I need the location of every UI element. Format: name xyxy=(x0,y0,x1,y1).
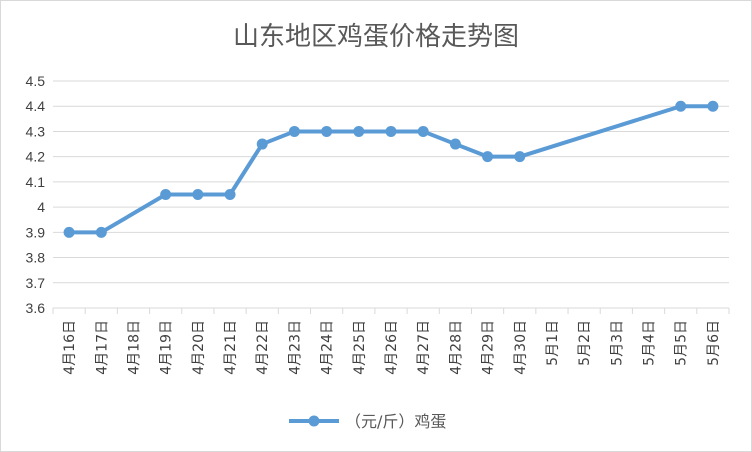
y-axis-ticks: 3.6 3.7 3.8 3.9 4 4.1 4.2 4.3 4.4 4.5 xyxy=(26,73,46,316)
data-point xyxy=(256,138,268,150)
data-point xyxy=(224,189,236,200)
x-tick-label: 4月24日 xyxy=(320,320,336,375)
data-point xyxy=(160,189,172,200)
x-tick-label: 4月25日 xyxy=(352,320,368,375)
data-point xyxy=(321,125,333,137)
x-axis-ticks: 4月16日 4月17日 4月18日 4月19日 4月20日 4月21日 4月22日 4月23日… xyxy=(62,320,722,375)
x-tick-label: 5月2日 xyxy=(577,320,593,366)
data-point xyxy=(353,125,365,137)
y-tick-label: 4.5 xyxy=(26,73,46,89)
gridlines xyxy=(53,80,729,284)
y-tick-label: 3.9 xyxy=(26,224,46,240)
x-tick-label: 4月27日 xyxy=(416,320,432,375)
data-point xyxy=(95,226,107,238)
x-tick-label: 4月16日 xyxy=(62,320,78,375)
x-tick-label: 5月5日 xyxy=(674,320,690,366)
x-tick-label: 4月28日 xyxy=(448,320,464,375)
y-tick-label: 4.4 xyxy=(26,98,46,114)
data-point xyxy=(482,151,494,163)
x-tick-label: 4月22日 xyxy=(255,320,271,375)
x-tick-label: 5月4日 xyxy=(642,320,658,366)
series-layer xyxy=(63,100,719,238)
data-point xyxy=(385,125,397,137)
x-tick-label: 4月18日 xyxy=(126,320,142,375)
legend-label: （元/斤）鸡蛋 xyxy=(345,412,446,431)
x-tick-label: 4月26日 xyxy=(384,320,400,375)
data-point xyxy=(417,125,429,137)
x-tick-label: 4月29日 xyxy=(481,320,497,375)
chart-title: 山东地区鸡蛋价格走势图 xyxy=(233,22,519,52)
y-tick-label: 4.1 xyxy=(26,174,46,190)
y-tick-label: 4.3 xyxy=(26,123,46,139)
data-point xyxy=(63,226,75,238)
x-tick-label: 4月30日 xyxy=(513,320,529,375)
x-tick-label: 4月23日 xyxy=(287,320,303,375)
x-tick-label: 4月19日 xyxy=(159,320,175,375)
data-point xyxy=(192,189,204,200)
y-tick-label: 3.7 xyxy=(26,275,46,291)
data-point xyxy=(288,125,300,137)
legend: （元/斤）鸡蛋 xyxy=(289,412,446,431)
legend-marker xyxy=(308,415,320,427)
x-tick-label: 4月17日 xyxy=(94,320,110,375)
x-axis xyxy=(52,307,730,314)
x-tick-label: 5月6日 xyxy=(706,320,722,366)
data-point xyxy=(707,100,719,112)
x-tick-label: 5月3日 xyxy=(609,320,625,366)
data-point xyxy=(514,151,526,163)
x-tick-label: 4月21日 xyxy=(223,320,239,375)
series-line xyxy=(69,104,713,235)
y-tick-label: 3.8 xyxy=(26,250,46,266)
x-tick-label: 5月1日 xyxy=(545,320,561,366)
data-point xyxy=(675,100,687,112)
y-tick-label: 3.6 xyxy=(26,300,46,316)
data-point xyxy=(449,138,461,150)
y-tick-label: 4.2 xyxy=(26,149,46,165)
x-tick-label: 4月20日 xyxy=(191,320,207,375)
y-tick-label: 4 xyxy=(37,199,45,215)
